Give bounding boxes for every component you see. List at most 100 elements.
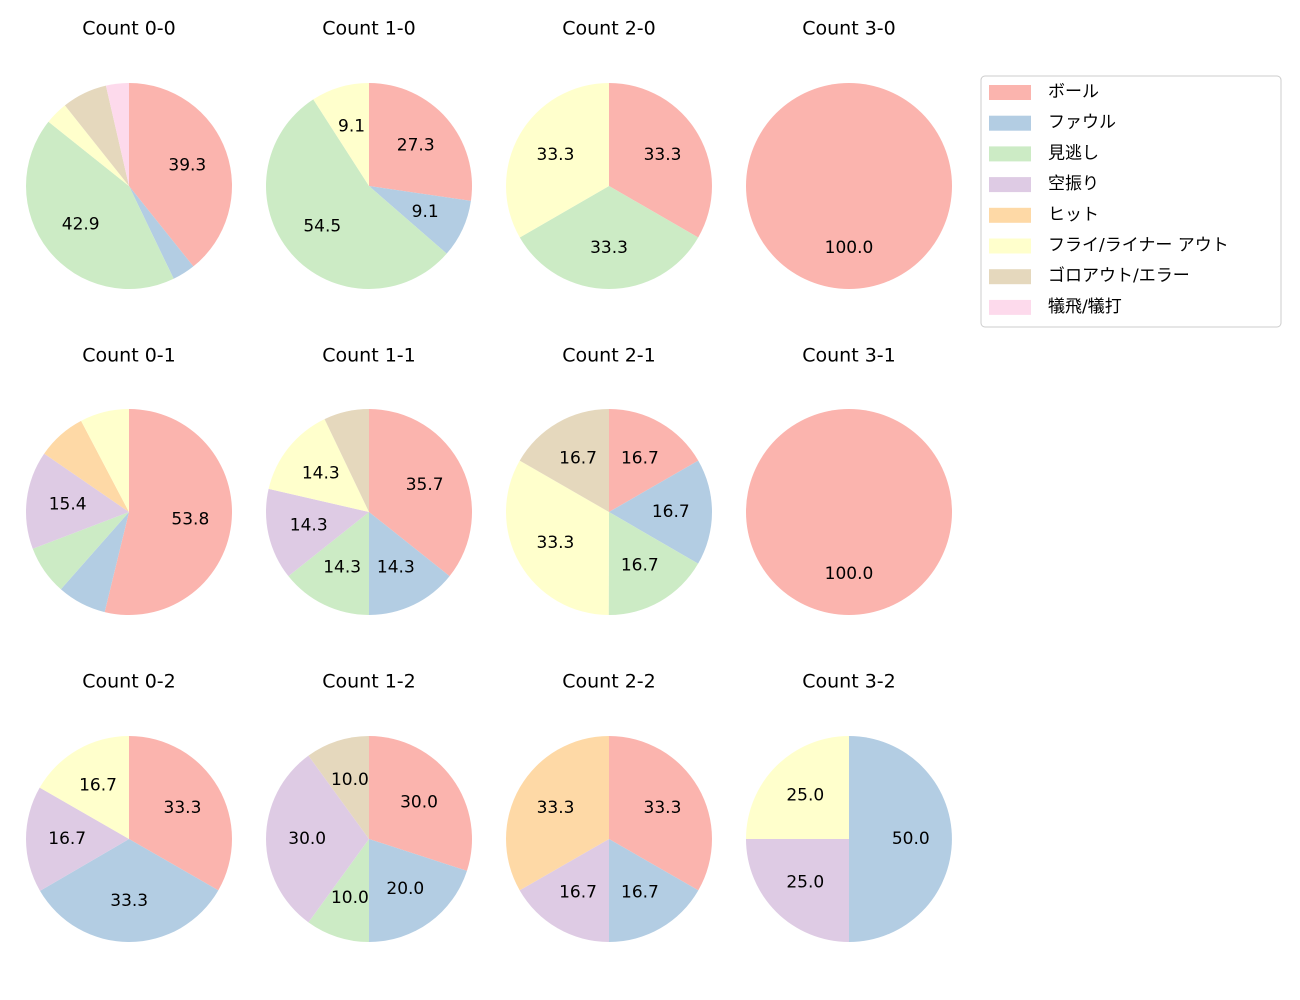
data-label: 16.7 <box>79 776 117 796</box>
pie-slice <box>746 736 849 839</box>
chart-title: Count 3-0 <box>802 18 896 40</box>
data-label: 16.7 <box>559 882 597 902</box>
pie-slice <box>369 409 473 577</box>
legend-swatch <box>989 238 1031 254</box>
pie-slice <box>266 99 447 289</box>
pie-slice <box>369 512 450 615</box>
pie-slice <box>32 512 130 590</box>
pie-slice <box>265 488 369 577</box>
legend-swatch <box>989 85 1031 100</box>
legend-swatch <box>989 299 1031 315</box>
data-label: 16.7 <box>48 829 86 849</box>
data-label: 20.0 <box>386 879 424 899</box>
data-label: 27.3 <box>397 136 435 156</box>
legend-swatch <box>989 207 1031 223</box>
pie-slice <box>324 409 369 512</box>
legend-label: ゴロアウト/エラー <box>1048 265 1190 286</box>
pie-slice <box>506 83 609 238</box>
data-label: 16.7 <box>559 448 597 468</box>
legend-label: ボール <box>1048 82 1099 102</box>
pie-slice <box>609 460 712 564</box>
data-label: 14.3 <box>290 516 328 536</box>
pie-slice <box>129 186 194 279</box>
pie-slice <box>266 755 369 923</box>
legend-label: 犠飛/犠打 <box>1048 297 1122 317</box>
data-label: 33.3 <box>110 891 148 911</box>
data-label: 33.3 <box>644 798 682 818</box>
data-label: 33.3 <box>537 533 575 553</box>
data-label: 39.3 <box>168 156 206 176</box>
data-label: 16.7 <box>621 556 659 576</box>
legend-label: 空振り <box>1048 174 1099 194</box>
pie-slice <box>268 419 369 512</box>
pie-slice <box>81 409 129 512</box>
chart-title: Count 3-2 <box>802 671 896 693</box>
pie-slice <box>746 83 952 289</box>
pie-slice <box>26 453 129 549</box>
legend-box <box>980 75 1282 328</box>
pie-slice <box>313 83 369 186</box>
data-label: 33.3 <box>164 798 202 818</box>
data-label: 10.0 <box>331 770 369 790</box>
data-label: 10.0 <box>331 888 369 908</box>
data-label: 33.3 <box>644 145 682 165</box>
pie-slice <box>609 409 699 512</box>
chart-title: Count 3-1 <box>802 345 896 367</box>
chart-title: Count 0-0 <box>82 18 176 40</box>
pie-slice <box>48 105 129 186</box>
data-label: 42.9 <box>62 215 100 235</box>
chart-title: Count 0-1 <box>82 345 176 367</box>
data-label: 16.7 <box>621 448 659 468</box>
pie-slice <box>40 839 219 942</box>
data-label: 30.0 <box>288 829 326 849</box>
chart-title: Count 2-1 <box>562 345 656 367</box>
pie-slice <box>129 83 232 267</box>
pie-slice <box>64 85 129 186</box>
pie-slice <box>369 839 467 942</box>
legend-label: フライ/ライナー アウト <box>1048 236 1229 256</box>
pie-slice <box>609 83 712 238</box>
pie-slice <box>519 839 609 943</box>
legend-swatch <box>989 146 1031 162</box>
data-label: 50.0 <box>892 829 930 849</box>
chart-title: Count 1-1 <box>322 345 416 367</box>
pie-slice <box>369 736 473 871</box>
data-label: 33.3 <box>590 238 628 258</box>
data-label: 100.0 <box>825 238 874 258</box>
data-label: 9.1 <box>412 202 439 222</box>
data-label: 54.5 <box>303 216 341 236</box>
legend-swatch <box>989 269 1031 285</box>
data-label: 53.8 <box>171 509 209 529</box>
data-label: 30.0 <box>400 793 438 813</box>
pie-slice <box>25 121 174 290</box>
chart-title: Count 1-0 <box>322 18 416 40</box>
pie-slice <box>609 839 699 942</box>
legend-label: 見逃し <box>1048 143 1099 163</box>
data-label: 14.3 <box>323 558 361 578</box>
data-label: 14.3 <box>377 558 415 578</box>
chart-title: Count 0-2 <box>82 671 176 693</box>
pie-slice <box>746 839 849 942</box>
data-label: 35.7 <box>406 475 444 495</box>
chart-title: Count 2-2 <box>562 671 656 693</box>
chart-title: Count 2-0 <box>562 18 656 40</box>
pie-slice <box>308 839 369 942</box>
pie-slice <box>369 186 471 254</box>
pie-slice <box>39 736 129 839</box>
data-label: 9.1 <box>338 117 365 137</box>
pie-slice <box>60 512 130 613</box>
legend-label: ファウル <box>1048 113 1116 133</box>
chart-title: Count 1-2 <box>322 671 416 693</box>
pie-slice <box>506 460 609 615</box>
pie-slice <box>609 736 712 891</box>
legend-swatch <box>989 177 1031 193</box>
pie-slice <box>26 787 129 891</box>
data-label: 100.0 <box>825 564 874 584</box>
pie-slice <box>104 409 233 615</box>
data-label: 33.3 <box>537 145 575 165</box>
pie-slice <box>105 83 129 186</box>
data-label: 16.7 <box>652 502 690 522</box>
data-label: 25.0 <box>786 873 824 893</box>
